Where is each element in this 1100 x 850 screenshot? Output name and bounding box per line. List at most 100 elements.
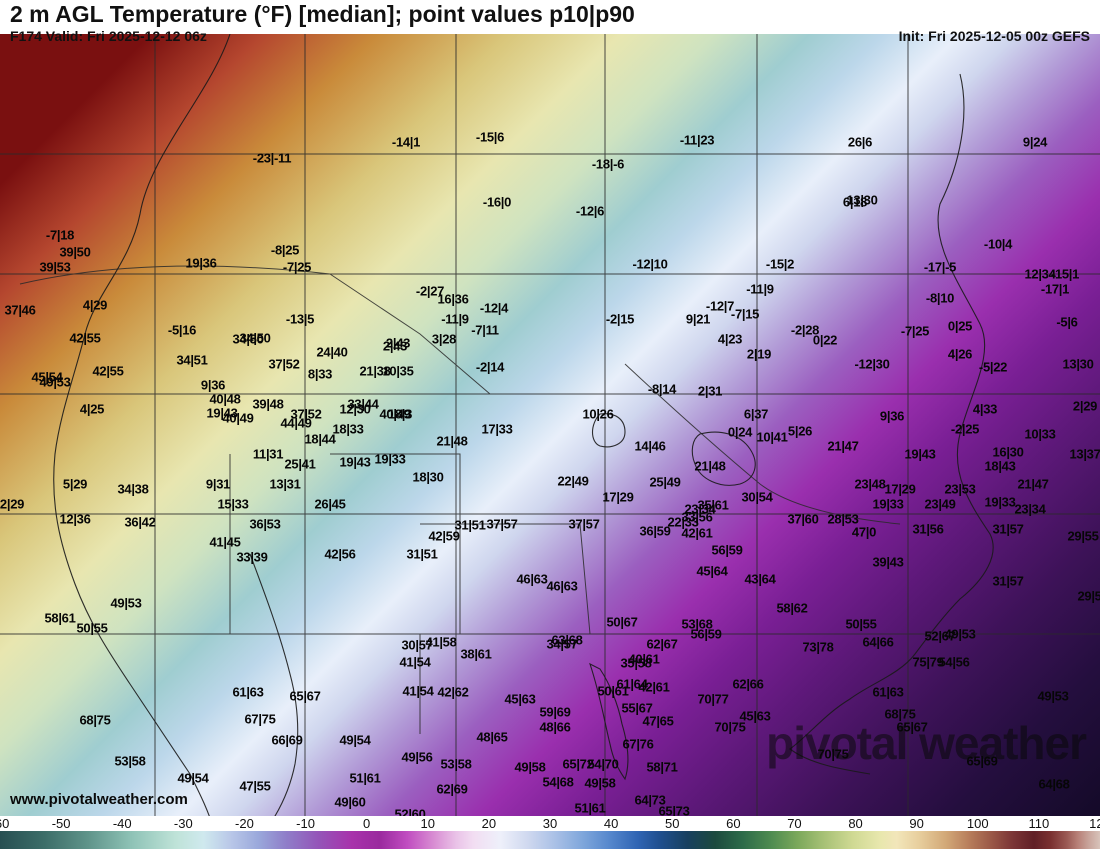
temp-point-label: 3|28: [432, 332, 456, 347]
colorbar-tick: -50: [52, 816, 71, 831]
map-canvas[interactable]: -23|-11 -18|-6 -16|0 -14|1 -15|6 -11|23 26|6 9|…: [0, 34, 1100, 816]
colorbar[interactable]: -60 -50 -40 -30 -20 -10 0 10 20 30 40 50 60 70 80 90 100…: [0, 816, 1100, 850]
temp-point-label: 59|69: [539, 705, 570, 720]
temp-point-label: 51|61: [574, 801, 605, 816]
temp-point-label: 31|51: [406, 547, 437, 562]
temp-point-label: -2|25: [951, 422, 979, 437]
temp-point-label: 23|48: [854, 477, 885, 492]
temp-point-label: 12|30: [339, 402, 370, 417]
temp-point-label: 49|56: [401, 750, 432, 765]
temp-point-label: 17|29: [884, 482, 915, 497]
temp-point-label: 10|26: [582, 407, 613, 422]
temp-point-label: 19|43: [206, 406, 237, 421]
temp-point-label: 41|58: [425, 635, 456, 650]
temp-point-label: 17|29: [602, 490, 633, 505]
temp-point-label: 31|57: [992, 574, 1023, 589]
temp-point-label: 53|58: [114, 754, 145, 769]
temp-point-label: 42|55: [69, 331, 100, 346]
temp-point-label: 19|36: [185, 256, 216, 271]
temp-point-label: 49|60: [334, 795, 365, 810]
temp-point-label: 58|62: [776, 601, 807, 616]
temp-point-label: 51|61: [349, 771, 380, 786]
temp-point-label: 5|29: [63, 477, 87, 492]
temp-point-label: 61|63: [872, 685, 903, 700]
temp-point-label: 24|40: [316, 345, 347, 360]
temp-point-label: 42|59: [428, 529, 459, 544]
temp-point-label: 2|19: [747, 347, 771, 362]
temp-point-label: 19|43: [339, 455, 370, 470]
temp-point-label: 67|75: [244, 712, 275, 727]
temp-point-label: 52|67: [924, 629, 955, 644]
temp-point-label: 13|31: [269, 477, 300, 492]
temp-point-label: 56|59: [690, 627, 721, 642]
temp-point-label: 18|44: [304, 432, 335, 447]
temp-point-label: -8|10: [926, 291, 954, 306]
temp-point-label: 50|55: [76, 621, 107, 636]
temp-point-label: 62|69: [436, 782, 467, 797]
weather-map-app: 2 m AGL Temperature (°F) [median]; point…: [0, 0, 1100, 850]
temp-point-label: 19|33: [984, 495, 1015, 510]
colorbar-tick: 80: [848, 816, 862, 831]
temp-point-label: 38|61: [460, 647, 491, 662]
temp-point-label: 23|34: [1014, 502, 1045, 517]
temp-point-label: 49|54: [339, 733, 370, 748]
temp-point-label: 25|49: [649, 475, 680, 490]
temp-point-label: 0|25: [948, 319, 972, 334]
temp-point-label: 16|30: [992, 445, 1023, 460]
valid-time-label: F174 Valid: Fri 2025-12-12 06z: [10, 28, 207, 44]
temp-point-label: -23|-11: [253, 151, 291, 166]
temp-point-label: 68|75: [79, 713, 110, 728]
temp-point-label: -7|15: [731, 307, 759, 322]
temp-point-label: 23|49: [924, 497, 955, 512]
temp-point-label: 37|46: [4, 303, 35, 318]
colorbar-tick: 110: [1029, 816, 1050, 831]
temp-point-label: 40|49: [379, 407, 410, 422]
temp-point-label: 34|50: [239, 331, 270, 346]
colorbar-tick: 0: [363, 816, 370, 831]
colorbar-tick: 120: [1089, 816, 1100, 831]
pivotal-weather-watermark: pivotal weather: [766, 716, 1086, 770]
temp-point-label: 13|30: [846, 193, 877, 208]
temp-point-label: 4|23: [718, 332, 742, 347]
colorbar-tick: -60: [0, 816, 9, 831]
temp-point-label: -7|11: [471, 323, 498, 338]
temp-point-label: -14|1: [392, 135, 420, 150]
temp-point-label: 36|42: [124, 515, 155, 530]
temp-point-label: 45|64: [696, 564, 727, 579]
temp-point-label: 12|34: [1024, 267, 1055, 282]
temp-point-label: 67|76: [622, 737, 653, 752]
temp-point-label: 58|61: [44, 611, 75, 626]
temp-point-label: 63|68: [551, 633, 582, 648]
temp-point-label: -12|4: [480, 301, 508, 316]
temp-point-label: 14|46: [634, 439, 665, 454]
temp-point-label: 12|36: [59, 512, 90, 527]
temp-point-label: 49|54: [177, 771, 208, 786]
temp-point-label: -11|9: [746, 282, 773, 297]
colorbar-tick: 10: [421, 816, 435, 831]
temp-point-label: 13|30: [1062, 357, 1093, 372]
temp-point-label: -11|23: [680, 133, 714, 148]
temp-point-label: 44|49: [280, 416, 311, 431]
temp-point-label: 58|71: [646, 760, 677, 775]
temp-point-label: 37|60: [787, 512, 818, 527]
colorbar-tick: -30: [174, 816, 193, 831]
watermark-text: pivotal weather: [766, 717, 1086, 769]
temp-point-label: 47|65: [642, 714, 673, 729]
temp-point-label: 37|57: [568, 517, 599, 532]
temp-point-label: 48|65: [476, 730, 507, 745]
init-time-label: Init: Fri 2025-12-05 00z GEFS: [899, 28, 1090, 44]
temp-point-label: 47|55: [239, 779, 270, 794]
temp-point-label: 41|54: [402, 684, 433, 699]
temp-point-label: 55|67: [621, 701, 652, 716]
temp-point-label: 54|68: [542, 775, 573, 790]
colorbar-tick: 30: [543, 816, 557, 831]
temp-point-label: 40|48: [209, 392, 240, 407]
colorbar-tick: 90: [909, 816, 923, 831]
temp-point-label: 9|24: [1023, 135, 1047, 150]
temp-point-label: 18|30: [412, 470, 443, 485]
temp-point-label: 6|37: [744, 407, 768, 422]
temp-point-label: 21|48: [436, 434, 467, 449]
temp-point-label: 39|53: [39, 260, 70, 275]
temp-point-label: -12|10: [632, 257, 667, 272]
temp-point-label: 56|59: [711, 543, 742, 558]
